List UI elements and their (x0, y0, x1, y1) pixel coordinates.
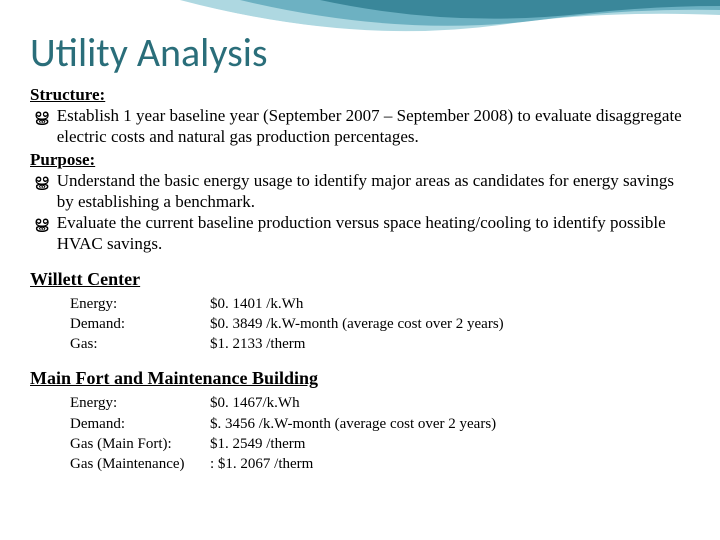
mainfort-data: Energy: $0. 1467/k.Wh Demand: $. 3456 /k… (70, 393, 690, 474)
purpose-bullet-1-text: Understand the basic energy usage to ide… (57, 170, 690, 213)
data-label: Energy: (70, 294, 210, 314)
data-row: Demand: $. 3456 /k.W-month (average cost… (70, 414, 690, 434)
structure-bullet: ൠ Establish 1 year baseline year (Septem… (34, 105, 690, 148)
purpose-bullet-1: ൠ Understand the basic energy usage to i… (34, 170, 690, 213)
data-row: Energy: $0. 1467/k.Wh (70, 393, 690, 413)
purpose-bullet-2: ൠ Evaluate the current baseline producti… (34, 212, 690, 255)
mainfort-heading: Main Fort and Maintenance Building (30, 368, 690, 389)
data-value: $. 3456 /k.W-month (average cost over 2 … (210, 414, 690, 434)
structure-bullet-text: Establish 1 year baseline year (Septembe… (57, 105, 690, 148)
data-value: $0. 1467/k.Wh (210, 393, 690, 413)
purpose-bullet-2-text: Evaluate the current baseline production… (57, 212, 690, 255)
willett-data: Energy: $0. 1401 /k.Wh Demand: $0. 3849 … (70, 294, 690, 355)
data-label: Gas (Maintenance) (70, 454, 210, 474)
bullet-glyph-icon: ൠ (34, 212, 49, 234)
data-row: Gas (Maintenance) : $1. 2067 /therm (70, 454, 690, 474)
data-label: Gas: (70, 334, 210, 354)
data-label: Gas (Main Fort): (70, 434, 210, 454)
purpose-heading: Purpose: (30, 150, 690, 170)
data-row: Gas (Main Fort): $1. 2549 /therm (70, 434, 690, 454)
data-row: Gas: $1. 2133 /therm (70, 334, 690, 354)
willett-heading: Willett Center (30, 269, 690, 290)
data-label: Energy: (70, 393, 210, 413)
data-value: $0. 3849 /k.W-month (average cost over 2… (210, 314, 690, 334)
data-label: Demand: (70, 314, 210, 334)
data-value: $1. 2549 /therm (210, 434, 690, 454)
page-title: Utility Analysis (30, 28, 690, 77)
data-label: Demand: (70, 414, 210, 434)
data-row: Demand: $0. 3849 /k.W-month (average cos… (70, 314, 690, 334)
data-value: $1. 2133 /therm (210, 334, 690, 354)
data-row: Energy: $0. 1401 /k.Wh (70, 294, 690, 314)
bullet-glyph-icon: ൠ (34, 170, 49, 192)
bullet-glyph-icon: ൠ (34, 105, 49, 127)
data-value: : $1. 2067 /therm (210, 454, 690, 474)
structure-heading: Structure: (30, 85, 690, 105)
data-value: $0. 1401 /k.Wh (210, 294, 690, 314)
slide-content: Utility Analysis Structure: ൠ Establish … (0, 0, 720, 484)
